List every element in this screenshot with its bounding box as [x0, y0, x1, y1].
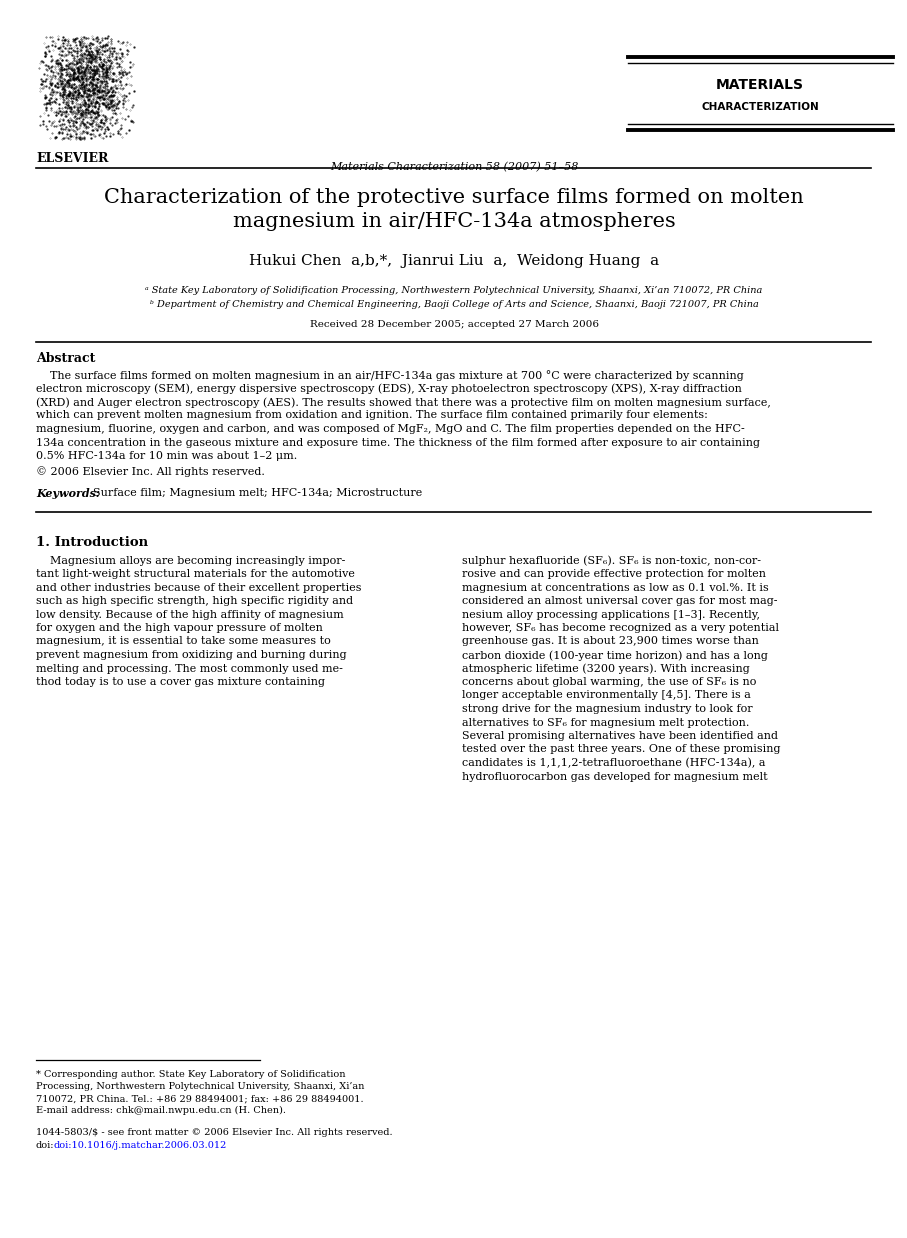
Text: nesium alloy processing applications [1–3]. Recently,: nesium alloy processing applications [1–… [462, 609, 760, 619]
Text: hydrofluorocarbon gas developed for magnesium melt: hydrofluorocarbon gas developed for magn… [462, 771, 767, 781]
Text: low density. Because of the high affinity of magnesium: low density. Because of the high affinit… [36, 609, 344, 619]
Text: melting and processing. The most commonly used me-: melting and processing. The most commonl… [36, 664, 343, 673]
Text: such as high specific strength, high specific rigidity and: such as high specific strength, high spe… [36, 595, 353, 605]
Text: ᵇ Department of Chemistry and Chemical Engineering, Baoji College of Arts and Sc: ᵇ Department of Chemistry and Chemical E… [150, 300, 758, 310]
Text: magnesium at concentrations as low as 0.1 vol.%. It is: magnesium at concentrations as low as 0.… [462, 583, 769, 593]
Text: atmospheric lifetime (3200 years). With increasing: atmospheric lifetime (3200 years). With … [462, 664, 750, 673]
Text: however, SF₆ has become recognized as a very potential: however, SF₆ has become recognized as a … [462, 623, 779, 633]
Text: strong drive for the magnesium industry to look for: strong drive for the magnesium industry … [462, 704, 753, 714]
Text: rosive and can provide effective protection for molten: rosive and can provide effective protect… [462, 569, 766, 579]
Text: alternatives to SF₆ for magnesium melt protection.: alternatives to SF₆ for magnesium melt p… [462, 718, 749, 728]
Text: tested over the past three years. One of these promising: tested over the past three years. One of… [462, 744, 781, 754]
Text: thod today is to use a cover gas mixture containing: thod today is to use a cover gas mixture… [36, 677, 325, 687]
Text: 0.5% HFC-134a for 10 min was about 1–2 μm.: 0.5% HFC-134a for 10 min was about 1–2 μ… [36, 451, 297, 461]
Text: ᵃ State Key Laboratory of Solidification Processing, Northwestern Polytechnical : ᵃ State Key Laboratory of Solidification… [145, 286, 763, 295]
Text: (XRD) and Auger electron spectroscopy (AES). The results showed that there was a: (XRD) and Auger electron spectroscopy (A… [36, 397, 771, 407]
Text: Magnesium alloys are becoming increasingly impor-: Magnesium alloys are becoming increasing… [36, 556, 346, 566]
Text: © 2006 Elsevier Inc. All rights reserved.: © 2006 Elsevier Inc. All rights reserved… [36, 467, 265, 478]
Text: 1. Introduction: 1. Introduction [36, 536, 148, 548]
Text: prevent magnesium from oxidizing and burning during: prevent magnesium from oxidizing and bur… [36, 650, 346, 660]
Text: sulphur hexafluoride (SF₆). SF₆ is non-toxic, non-cor-: sulphur hexafluoride (SF₆). SF₆ is non-t… [462, 556, 761, 566]
Text: Materials Characterization 58 (2007) 51–58: Materials Characterization 58 (2007) 51–… [330, 162, 578, 172]
Text: considered an almost universal cover gas for most mag-: considered an almost universal cover gas… [462, 595, 777, 605]
Text: E-mail address: chk@mail.nwpu.edu.cn (H. Chen).: E-mail address: chk@mail.nwpu.edu.cn (H.… [36, 1106, 286, 1115]
Text: concerns about global warming, the use of SF₆ is no: concerns about global warming, the use o… [462, 677, 756, 687]
Text: * Corresponding author. State Key Laboratory of Solidification: * Corresponding author. State Key Labora… [36, 1070, 346, 1080]
Text: 710072, PR China. Tel.: +86 29 88494001; fax: +86 29 88494001.: 710072, PR China. Tel.: +86 29 88494001;… [36, 1094, 364, 1103]
Text: candidates is 1,1,1,2-tetrafluoroethane (HFC-134a), a: candidates is 1,1,1,2-tetrafluoroethane … [462, 758, 766, 769]
Text: doi:10.1016/j.matchar.2006.03.012: doi:10.1016/j.matchar.2006.03.012 [54, 1141, 228, 1150]
Text: tant light-weight structural materials for the automotive: tant light-weight structural materials f… [36, 569, 355, 579]
Text: The surface films formed on molten magnesium in an air/HFC-134a gas mixture at 7: The surface films formed on molten magne… [36, 370, 744, 381]
Text: Processing, Northwestern Polytechnical University, Shaanxi, Xi’an: Processing, Northwestern Polytechnical U… [36, 1082, 365, 1091]
Text: and other industries because of their excellent properties: and other industries because of their ex… [36, 583, 362, 593]
Text: CHARACTERIZATION: CHARACTERIZATION [701, 102, 819, 111]
Text: Abstract: Abstract [36, 352, 95, 365]
Text: carbon dioxide (100-year time horizon) and has a long: carbon dioxide (100-year time horizon) a… [462, 650, 768, 661]
Text: Received 28 December 2005; accepted 27 March 2006: Received 28 December 2005; accepted 27 M… [309, 319, 599, 329]
Text: Surface film; Magnesium melt; HFC-134a; Microstructure: Surface film; Magnesium melt; HFC-134a; … [93, 488, 423, 498]
Text: greenhouse gas. It is about 23,900 times worse than: greenhouse gas. It is about 23,900 times… [462, 636, 759, 646]
Text: MATERIALS: MATERIALS [716, 78, 804, 92]
Text: longer acceptable environmentally [4,5]. There is a: longer acceptable environmentally [4,5].… [462, 691, 751, 701]
Text: magnesium, it is essential to take some measures to: magnesium, it is essential to take some … [36, 636, 331, 646]
Text: doi:: doi: [36, 1141, 54, 1150]
Text: 134a concentration in the gaseous mixture and exposure time. The thickness of th: 134a concentration in the gaseous mixtur… [36, 437, 760, 447]
Text: Keywords:: Keywords: [36, 488, 104, 499]
Text: magnesium, fluorine, oxygen and carbon, and was composed of MgF₂, MgO and C. The: magnesium, fluorine, oxygen and carbon, … [36, 423, 745, 435]
Text: 1044-5803/$ - see front matter © 2006 Elsevier Inc. All rights reserved.: 1044-5803/$ - see front matter © 2006 El… [36, 1128, 393, 1136]
Text: which can prevent molten magnesium from oxidation and ignition. The surface film: which can prevent molten magnesium from … [36, 411, 707, 421]
Text: electron microscopy (SEM), energy dispersive spectroscopy (EDS), X-ray photoelec: electron microscopy (SEM), energy disper… [36, 384, 742, 394]
Text: Several promising alternatives have been identified and: Several promising alternatives have been… [462, 730, 778, 742]
Text: Characterization of the protective surface films formed on molten: Characterization of the protective surfa… [104, 188, 804, 207]
Text: ELSEVIER: ELSEVIER [36, 152, 108, 165]
Text: magnesium in air/HFC-134a atmospheres: magnesium in air/HFC-134a atmospheres [232, 212, 676, 232]
Text: for oxygen and the high vapour pressure of molten: for oxygen and the high vapour pressure … [36, 623, 323, 633]
Text: Hukui Chen  a,b,*,  Jianrui Liu  a,  Weidong Huang  a: Hukui Chen a,b,*, Jianrui Liu a, Weidong… [249, 254, 659, 267]
